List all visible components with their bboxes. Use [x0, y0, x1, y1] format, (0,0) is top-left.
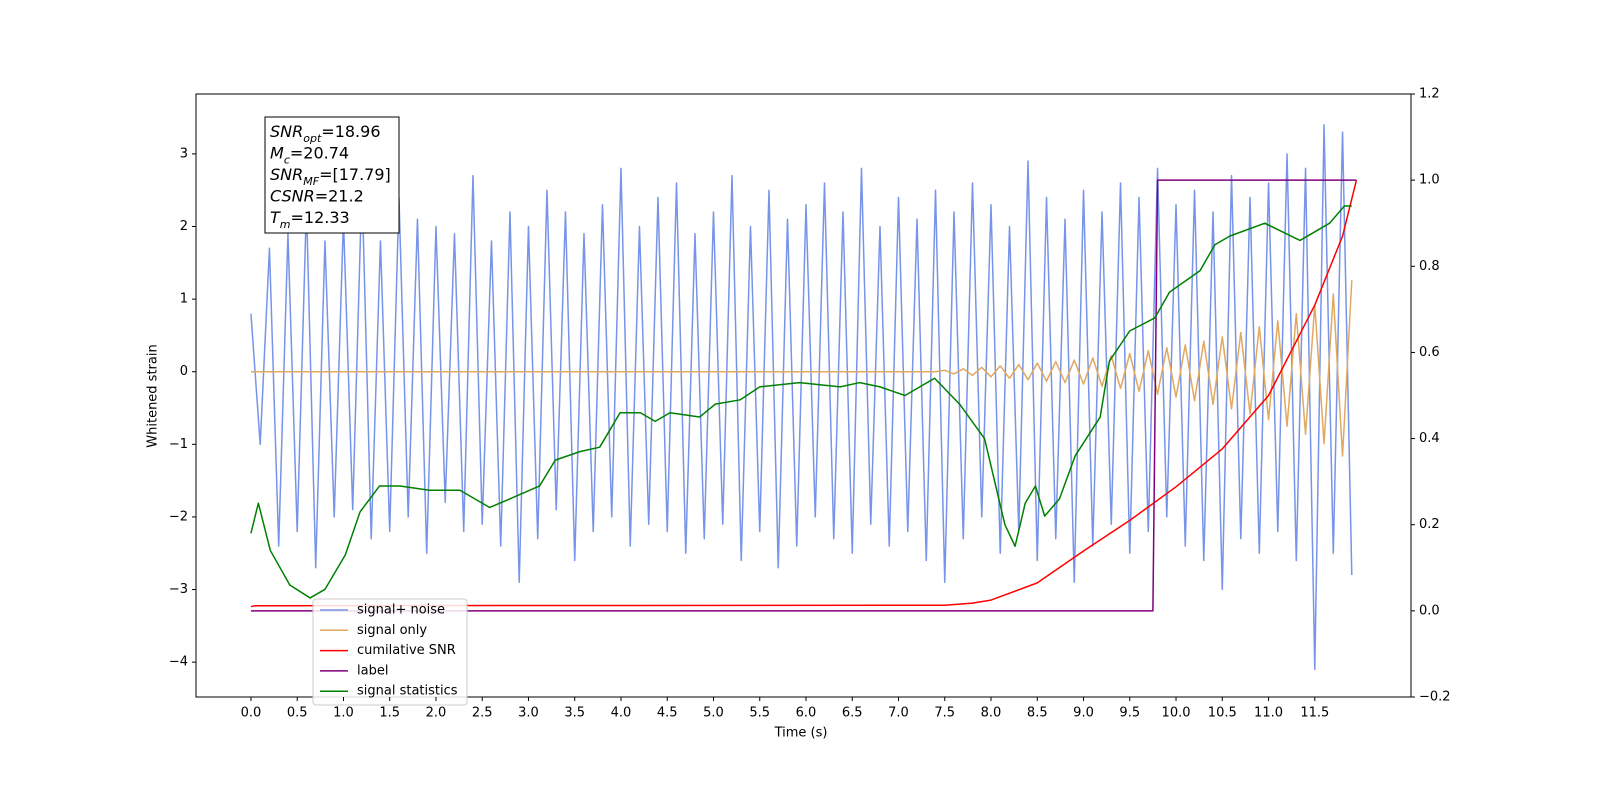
- series-line: [250, 280, 1353, 457]
- x-tick-label: 0.0: [241, 706, 262, 721]
- x-tick-label: 9.5: [1119, 706, 1140, 721]
- x-tick-label: 8.0: [981, 706, 1002, 721]
- legend-label: signal+ noise: [357, 603, 445, 618]
- y-tick-label: 1: [180, 292, 188, 307]
- annotation-line: SNRopt=18.96: [270, 122, 381, 145]
- annotation-value: =12.33: [291, 208, 350, 227]
- legend-label: signal statistics: [357, 684, 458, 699]
- annotation-symbol: M: [270, 143, 284, 162]
- annotation-value: =18.96: [321, 122, 380, 141]
- y-tick-label: 3: [180, 146, 188, 161]
- legend-label: cumilative SNR: [357, 643, 456, 658]
- annotation-symbol: T: [270, 208, 281, 227]
- y2-tick-label: 1.2: [1419, 87, 1440, 102]
- x-tick-label: 6.0: [796, 706, 817, 721]
- y2-tick-label: −0.2: [1419, 690, 1451, 705]
- annotation-box: SNRopt=18.96Mc=20.74SNRMF=[17.79]CSNR=21…: [264, 116, 400, 234]
- x-tick-label: 11.5: [1300, 706, 1329, 721]
- x-tick-label: 2.0: [426, 706, 447, 721]
- x-tick-label: 1.0: [333, 706, 354, 721]
- series-line: [250, 205, 1352, 599]
- x-tick-label: 3.5: [564, 706, 585, 721]
- annotation-symbol: CSNR: [270, 186, 315, 205]
- series-line: [250, 124, 1353, 671]
- annotation-subscript: MF: [303, 175, 319, 188]
- y-tick-label: 2: [180, 219, 188, 234]
- x-tick-label: 7.0: [888, 706, 909, 721]
- series-line: [250, 179, 1357, 612]
- legend-label: signal only: [357, 623, 427, 638]
- x-tick-label: 4.5: [657, 706, 678, 721]
- x-tick-label: 1.5: [379, 706, 400, 721]
- lines: [250, 124, 1358, 671]
- annotation-line: Tm=12.33: [270, 208, 350, 231]
- y-axis-label: Whitened strain: [146, 344, 161, 447]
- y-tick-label: −3: [169, 582, 188, 597]
- y-tick-label: −1: [169, 437, 188, 452]
- annotation-value: =[17.79]: [319, 165, 391, 184]
- x-tick-label: 4.0: [611, 706, 632, 721]
- y2-tick-label: 0.4: [1419, 431, 1440, 446]
- y-tick-label: −4: [169, 655, 188, 670]
- y-tick-label: 0: [180, 364, 188, 379]
- legend: signal+ noise signal only cumilative SNR la…: [312, 598, 468, 706]
- annotation-line: Mc=20.74: [270, 143, 349, 166]
- annotation-line: CSNR=21.2: [270, 186, 364, 205]
- legend-frame: [312, 598, 468, 706]
- x-axis-label: Time (s): [774, 726, 828, 741]
- annotation-frame: [264, 116, 400, 234]
- x-tick-label: 5.5: [749, 706, 770, 721]
- x-tick-label: 8.5: [1027, 706, 1048, 721]
- x-tick-label: 2.5: [472, 706, 493, 721]
- y-tick-label: −2: [169, 509, 188, 524]
- x-tick-label: 11.0: [1254, 706, 1283, 721]
- x-tick-label: 3.0: [518, 706, 539, 721]
- y2-tick-label: 0.8: [1419, 259, 1440, 274]
- annotation-value: =21.2: [315, 186, 364, 205]
- annotation-subscript: c: [284, 153, 290, 166]
- x-tick-label: 5.0: [703, 706, 724, 721]
- y2-tick-label: 1.0: [1419, 173, 1440, 188]
- series-line: [250, 179, 1358, 608]
- x-tick-label: 10.0: [1162, 706, 1191, 721]
- legend-label: label: [357, 663, 388, 678]
- annotation-line: SNRMF=[17.79]: [270, 165, 391, 188]
- annotation-value: =20.74: [290, 143, 349, 162]
- x-tick-label: 7.5: [934, 706, 955, 721]
- y2-tick-label: 0.2: [1419, 517, 1440, 532]
- plot-frame: [195, 93, 1412, 698]
- annotation-subscript: m: [280, 218, 291, 231]
- x-tick-label: 10.5: [1208, 706, 1237, 721]
- y2-tick-label: 0.0: [1419, 603, 1440, 618]
- x-tick-label: 0.5: [287, 706, 308, 721]
- annotation-subscript: opt: [303, 132, 322, 145]
- x-tick-label: 6.5: [842, 706, 863, 721]
- y2-tick-label: 0.6: [1419, 345, 1440, 360]
- annotation-symbol: SNR: [270, 165, 303, 184]
- annotation-symbol: SNR: [270, 122, 303, 141]
- x-tick-label: 9.0: [1073, 706, 1094, 721]
